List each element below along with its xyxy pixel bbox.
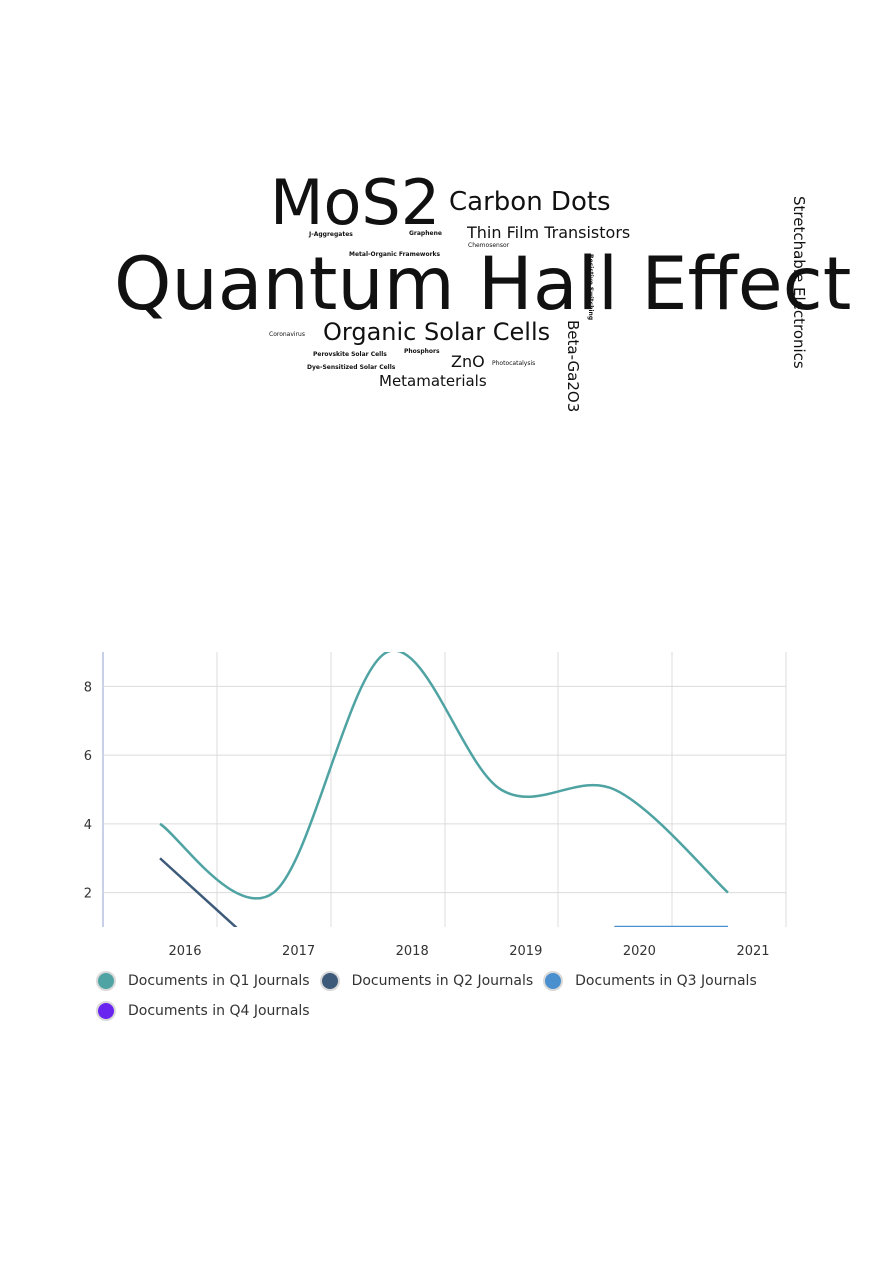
x-tick-label: 2019: [509, 944, 542, 959]
legend-label: Documents in Q3 Journals: [575, 973, 757, 989]
x-tick-label: 2018: [396, 944, 429, 959]
legend-marker-icon: [96, 971, 116, 991]
y-tick-label: 2: [84, 887, 92, 902]
legend-item-q4[interactable]: Documents in Q4 Journals: [96, 1000, 310, 1022]
word-phosphors: Phosphors: [404, 348, 440, 355]
x-tick-label: 2020: [623, 944, 656, 959]
y-tick-label: 6: [84, 749, 92, 764]
y-tick-label: 4: [84, 818, 92, 833]
word-perovskite-solar-cells: Perovskite Solar Cells: [313, 351, 387, 358]
word-zno: ZnO: [451, 352, 485, 371]
word-carbon-dots: Carbon Dots: [449, 187, 611, 217]
legend-marker-icon: [319, 971, 340, 991]
word-resistive-switching: Resistive Switching: [587, 254, 594, 321]
series-line-q1: [159, 652, 729, 900]
legend-label: Documents in Q1 Journals: [128, 973, 310, 989]
x-axis-ticks: 2016 2017 2018 2019 2020 2021: [168, 944, 769, 959]
chart-legend: Documents in Q1 Journals Documents in Q2 …: [96, 970, 796, 1022]
word-organic-solar-cells: Organic Solar Cells: [323, 318, 551, 346]
word-quantum-hall-effect: Quantum Hall Effect: [114, 242, 852, 327]
x-tick-label: 2016: [168, 944, 201, 959]
legend-item-q3[interactable]: Documents in Q3 Journals: [543, 970, 757, 992]
legend-item-q1[interactable]: Documents in Q1 Journals: [96, 970, 310, 992]
word-coronavirus: Coronavirus: [269, 331, 305, 338]
word-dye-sensitized-solar-cells: Dye-Sensitized Solar Cells: [307, 364, 396, 371]
word-mos2: MoS2: [270, 166, 441, 239]
legend-marker-icon: [543, 971, 564, 991]
word-beta-ga2o3: Beta-Ga2O3: [564, 320, 582, 413]
series-line-q2: [159, 857, 238, 927]
word-metal-organic-frameworks: Metal-Organic Frameworks: [349, 251, 441, 258]
chart-series: [159, 652, 729, 927]
word-metamaterials: Metamaterials: [379, 372, 487, 390]
chart-grid: [102, 652, 787, 927]
word-photocatalysis: Photocatalysis: [492, 360, 536, 367]
legend-label: Documents in Q2 Journals: [351, 973, 534, 989]
y-axis-ticks: 2 4 6 8: [84, 680, 92, 901]
word-chemosensor: Chemosensor: [468, 242, 510, 249]
x-tick-label: 2021: [736, 944, 769, 959]
word-cloud: MoS2 Carbon Dots J-Aggregates Graphene T…: [0, 0, 893, 460]
x-tick-label: 2017: [282, 944, 315, 959]
legend-label: Documents in Q4 Journals: [128, 1003, 310, 1019]
line-chart: 2 4 6 8 2016 2017 2018 2019 2020 2021: [84, 652, 787, 959]
word-graphene: Graphene: [409, 230, 442, 237]
word-j-aggregates: J-Aggregates: [309, 231, 353, 238]
word-stretchable-electronics: Stretchable Electronics: [790, 196, 808, 369]
y-tick-label: 8: [84, 680, 92, 695]
word-thin-film-transistors: Thin Film Transistors: [467, 223, 631, 242]
legend-marker-icon: [96, 1001, 116, 1021]
legend-item-q2[interactable]: Documents in Q2 Journals: [319, 970, 534, 992]
